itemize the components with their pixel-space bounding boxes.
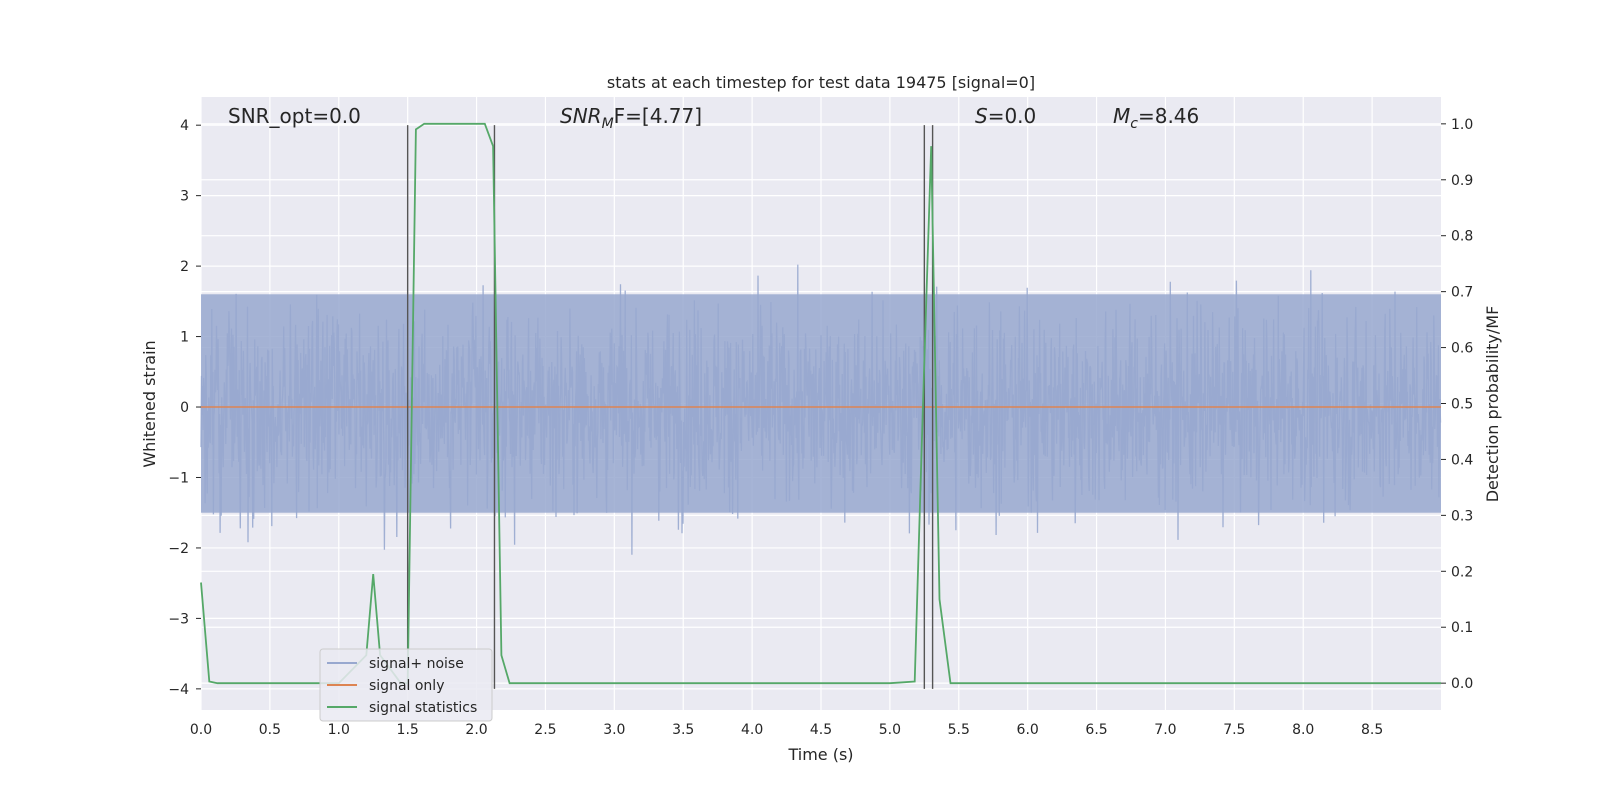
x-tick-label: 0.0 bbox=[190, 722, 212, 738]
snr-mf-annotation: SNRMF=[4.77] bbox=[560, 104, 702, 132]
signal-noise-band bbox=[201, 294, 1441, 513]
mc-symbol: M bbox=[1113, 104, 1130, 128]
x-tick-label: 4.0 bbox=[741, 722, 763, 738]
x-tick-label: 5.0 bbox=[879, 722, 901, 738]
legend-box bbox=[319, 648, 493, 722]
x-tick-label: 8.5 bbox=[1361, 722, 1383, 738]
legend-label-signal-statistics: signal statistics bbox=[369, 700, 477, 716]
mc-value: =8.46 bbox=[1138, 104, 1199, 128]
y2-tick-label: 0.1 bbox=[1451, 620, 1473, 636]
x-tick-label: 3.0 bbox=[603, 722, 625, 738]
y2-ticks: 0.0 0.1 0.2 0.3 0.4 0.5 0.6 0.7 0.8 0.9 1.0 bbox=[1441, 117, 1473, 692]
y-tick-label: 3 bbox=[180, 189, 189, 205]
x-ticks: 0.0 0.5 1.0 1.5 2.0 2.5 3.0 3.5 4.0 4.5 5.0 5.5 6.0 6… bbox=[190, 722, 1383, 738]
s-annotation: S=0.0 bbox=[975, 104, 1036, 128]
chart-title: stats at each timestep for test data 194… bbox=[607, 73, 1035, 92]
y2-axis-label: Detection probability/MF bbox=[1483, 306, 1502, 503]
y-axis-label: Whitened strain bbox=[140, 340, 159, 467]
x-tick-label: 8.0 bbox=[1292, 722, 1314, 738]
s-symbol: S bbox=[975, 104, 988, 128]
snr-mf-value: F=[4.77] bbox=[614, 104, 702, 128]
x-tick-label: 7.0 bbox=[1154, 722, 1176, 738]
legend-label-signal-noise: signal+ noise bbox=[369, 656, 464, 672]
y-tick-label: 1 bbox=[180, 330, 189, 346]
y-tick-label: 4 bbox=[180, 118, 189, 134]
y-tick-label: −3 bbox=[168, 611, 189, 627]
x-axis-label: Time (s) bbox=[787, 745, 853, 764]
legend: signal+ noise signal only signal statist… bbox=[319, 648, 493, 722]
x-tick-label: 2.5 bbox=[534, 722, 556, 738]
y2-tick-label: 0.2 bbox=[1451, 564, 1473, 580]
mc-annotation: Mc=8.46 bbox=[1113, 104, 1199, 132]
y2-tick-label: 0.8 bbox=[1451, 229, 1473, 245]
snr-mf-subscript: M bbox=[602, 116, 614, 132]
x-tick-label: 1.5 bbox=[397, 722, 419, 738]
y-ticks: −4 −3 −2 −1 0 1 2 3 4 bbox=[168, 118, 201, 698]
x-tick-label: 4.5 bbox=[810, 722, 832, 738]
x-tick-label: 7.5 bbox=[1223, 722, 1245, 738]
y2-tick-label: 0.6 bbox=[1451, 341, 1473, 357]
snr-mf-symbol: SNR bbox=[560, 104, 602, 128]
y2-tick-label: 0.9 bbox=[1451, 173, 1473, 189]
y-tick-label: −4 bbox=[168, 682, 189, 698]
y2-tick-label: 0.3 bbox=[1451, 508, 1473, 524]
y-tick-label: 2 bbox=[180, 259, 189, 275]
s-value: =0.0 bbox=[988, 104, 1037, 128]
x-tick-label: 0.5 bbox=[259, 722, 281, 738]
legend-label-signal-only: signal only bbox=[369, 678, 444, 694]
x-tick-label: 1.0 bbox=[328, 722, 350, 738]
snr-opt-annotation: SNR_opt=0.0 bbox=[228, 104, 361, 128]
x-tick-label: 6.5 bbox=[1085, 722, 1107, 738]
mc-subscript: c bbox=[1130, 116, 1138, 132]
y-tick-label: −2 bbox=[168, 541, 189, 557]
y2-tick-label: 0.7 bbox=[1451, 285, 1473, 301]
y2-tick-label: 0.5 bbox=[1451, 397, 1473, 413]
x-tick-label: 2.0 bbox=[465, 722, 487, 738]
y-tick-label: 0 bbox=[180, 400, 189, 416]
vertical-markers bbox=[406, 125, 934, 689]
y2-tick-label: 0.4 bbox=[1451, 452, 1473, 468]
x-tick-label: 6.0 bbox=[1017, 722, 1039, 738]
x-tick-label: 5.5 bbox=[948, 722, 970, 738]
signal-noise-series bbox=[200, 264, 1442, 555]
y2-tick-label: 1.0 bbox=[1451, 117, 1473, 133]
x-tick-label: 3.5 bbox=[672, 722, 694, 738]
y2-tick-label: 0.0 bbox=[1451, 676, 1473, 692]
y-tick-label: −1 bbox=[168, 470, 189, 486]
